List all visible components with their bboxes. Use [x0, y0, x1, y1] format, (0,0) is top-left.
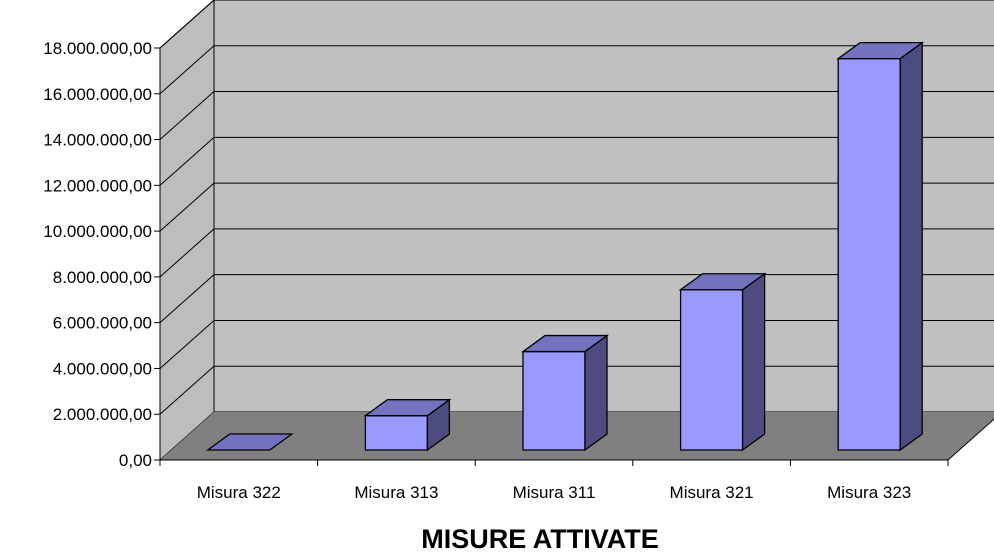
bar-front — [364, 415, 429, 451]
bar-side — [899, 41, 923, 452]
y-tick-label: 16.000.000,00 — [43, 85, 152, 104]
bar-top — [205, 433, 294, 451]
bar — [678, 272, 767, 452]
bar — [836, 41, 925, 452]
x-tick-label: Misura 321 — [670, 483, 754, 502]
floor-edge — [947, 418, 994, 461]
bars — [205, 41, 925, 452]
x-tick-label: Misura 311 — [513, 483, 596, 502]
gridline — [159, 91, 994, 140]
x-tick-label: Misura 322 — [197, 483, 281, 502]
bar — [521, 334, 609, 452]
y-tick-label: 0,00 — [119, 451, 152, 470]
side-wall — [159, 0, 215, 462]
bar-side — [741, 272, 766, 452]
gridline — [159, 182, 994, 232]
bar-top — [836, 41, 925, 60]
bar-top — [521, 334, 609, 353]
y-axis-ticks: 0,00 2.000.000,00 4.000.000,00 6.000.000,00… — [43, 39, 994, 470]
bar — [363, 398, 452, 452]
bar-front — [679, 289, 744, 451]
bar-front — [522, 350, 586, 451]
bar-top — [678, 273, 767, 291]
y-tick-label: 18.000.000,00 — [43, 39, 152, 58]
gridlines — [159, 0, 994, 415]
y-tick-label: 4.000.000,00 — [53, 359, 152, 378]
bar-front — [837, 57, 901, 451]
x-tick-label: Misura 313 — [354, 483, 438, 502]
y-tick-label: 12.000.000,00 — [43, 176, 152, 195]
x-axis-categories: Misura 322 Misura 313 Misura 311 Misura 321… — [159, 460, 949, 502]
gridline — [159, 45, 994, 95]
y-tick-label: 14.000.000,00 — [43, 131, 152, 150]
bar-top — [363, 399, 452, 417]
y-tick-label: 8.000.000,00 — [53, 268, 152, 287]
bar — [205, 433, 294, 451]
gridline — [159, 228, 994, 278]
gridline — [159, 136, 994, 186]
gridline — [159, 0, 994, 49]
y-tick-label: 10.000.000,00 — [43, 222, 152, 241]
y-tick-label: 6.000.000,00 — [53, 314, 152, 333]
x-axis-title: MISURE ATTIVATE — [421, 524, 659, 554]
x-tick-label: Misura 323 — [827, 483, 911, 502]
bar-side — [584, 334, 608, 452]
y-tick-label: 2.000.000,00 — [53, 405, 152, 424]
